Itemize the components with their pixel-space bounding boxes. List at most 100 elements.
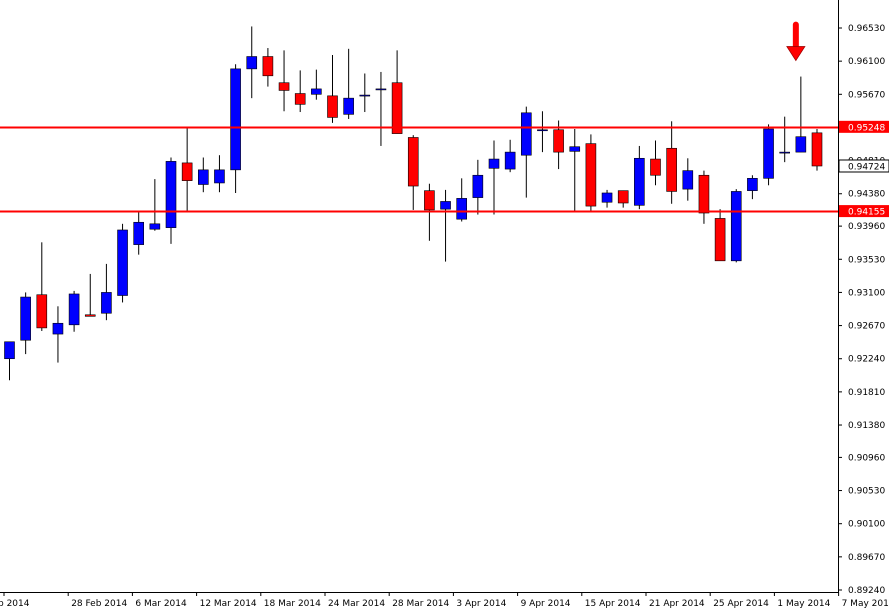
bear-candle-body xyxy=(278,82,290,91)
bull-candle-body xyxy=(601,192,613,203)
bull-candle-body xyxy=(343,97,354,115)
bear-candle-body xyxy=(391,82,403,134)
bull-candle-body xyxy=(149,223,161,230)
bull-candle-body xyxy=(440,201,451,210)
time-tick-label: 9 Apr 2014 xyxy=(521,599,571,609)
bear-candle-body xyxy=(666,147,677,192)
bull-candle-body xyxy=(133,221,144,245)
candle xyxy=(666,121,677,204)
candle xyxy=(294,70,306,113)
annotations-layer xyxy=(786,21,806,62)
candle xyxy=(311,69,322,100)
price-tick-label: 0.96530 xyxy=(848,24,885,34)
candle xyxy=(488,140,500,215)
bull-candle-body xyxy=(230,68,241,171)
candle xyxy=(36,242,48,331)
bull-candle-body xyxy=(375,88,387,91)
current-price-box xyxy=(838,159,889,173)
candle xyxy=(4,341,15,381)
bull-candle-body xyxy=(569,146,581,152)
price-tick-label: 0.90960 xyxy=(848,453,885,463)
candle xyxy=(133,210,144,255)
candle xyxy=(359,73,371,113)
bull-candle-body xyxy=(165,161,177,228)
time-tick-label: 25 Apr 2014 xyxy=(713,599,769,609)
time-tick-label: 21 Apr 2014 xyxy=(649,599,705,609)
price-tick-label: 0.95670 xyxy=(848,90,885,100)
bull-candle-body xyxy=(634,157,645,206)
candle xyxy=(795,76,807,153)
time-tick-label: 18 Mar 2014 xyxy=(264,599,321,609)
time-tick-label: 24 Mar 2014 xyxy=(328,599,385,609)
candle xyxy=(262,48,274,87)
candle xyxy=(52,306,64,363)
bear-candle-body xyxy=(553,129,564,153)
candle xyxy=(730,189,742,263)
candle xyxy=(650,140,661,186)
price-tick-label: 0.90100 xyxy=(848,520,885,530)
price-tick-label: 0.92240 xyxy=(848,355,885,365)
candle xyxy=(763,124,774,186)
candle xyxy=(407,135,419,210)
price-tick-label: 0.90530 xyxy=(848,487,885,497)
candle xyxy=(747,175,758,200)
arrow-head xyxy=(786,46,806,62)
time-tick-label: 1 May 2014 xyxy=(777,599,830,609)
bull-candle-body xyxy=(520,112,532,156)
bull-candle-body xyxy=(101,292,112,314)
candle xyxy=(278,50,290,112)
bull-candle-body xyxy=(472,174,484,198)
bull-candle-body xyxy=(747,178,758,191)
candle xyxy=(214,155,225,193)
bear-candle-body xyxy=(407,137,419,187)
bull-candle-body xyxy=(20,296,31,341)
price-tick-label: 0.91380 xyxy=(848,421,885,431)
bull-candle-body xyxy=(52,322,64,335)
candle xyxy=(601,189,613,208)
price-tick-label: 0.89670 xyxy=(848,553,885,563)
time-tick-label: 3 Apr 2014 xyxy=(456,599,506,609)
time-axis: b 2014 28 Feb 2014 6 Mar 2014 12 Mar 2014 18… xyxy=(0,592,889,609)
bull-candle-body xyxy=(730,191,742,262)
candle xyxy=(375,71,387,146)
candle xyxy=(472,159,484,215)
bull-candle-body xyxy=(488,158,500,169)
bear-candle-body xyxy=(327,95,338,118)
candle xyxy=(537,111,548,153)
candle xyxy=(149,179,161,231)
candle xyxy=(246,26,258,99)
level-price-label: 0.95248 xyxy=(848,123,885,133)
level-price-label: 0.94155 xyxy=(848,208,885,218)
candle xyxy=(811,128,823,171)
bear-candle-body xyxy=(36,294,48,329)
candle xyxy=(779,116,791,163)
candle xyxy=(520,106,532,198)
bear-candle-body xyxy=(262,56,274,77)
bull-candle-body xyxy=(779,151,791,154)
candle xyxy=(682,158,694,201)
candle xyxy=(165,157,177,244)
arrow-down-icon xyxy=(786,21,806,62)
candle xyxy=(569,128,581,212)
current-price-label: 0.94724 xyxy=(848,162,885,172)
bull-candle-body xyxy=(214,169,225,184)
price-tick-label: 0.94380 xyxy=(848,190,885,200)
bull-candle-body xyxy=(795,136,807,153)
price-tick-label: 0.89240 xyxy=(848,586,885,596)
bear-candle-body xyxy=(181,162,193,181)
level-price-label-box xyxy=(839,205,889,218)
bull-candle-body xyxy=(311,88,322,95)
candle xyxy=(634,145,645,210)
candle xyxy=(68,290,80,332)
candle xyxy=(714,209,726,262)
bear-candle-body xyxy=(617,190,629,204)
bear-candle-body xyxy=(294,93,306,105)
bull-candle-body xyxy=(68,293,80,326)
time-tick-label: 6 Mar 2014 xyxy=(135,599,187,609)
price-tick-label: 0.93100 xyxy=(848,288,885,298)
bear-candle-body xyxy=(84,314,96,317)
candle xyxy=(585,134,597,212)
bull-candle-body xyxy=(456,198,468,220)
candle xyxy=(181,126,193,213)
